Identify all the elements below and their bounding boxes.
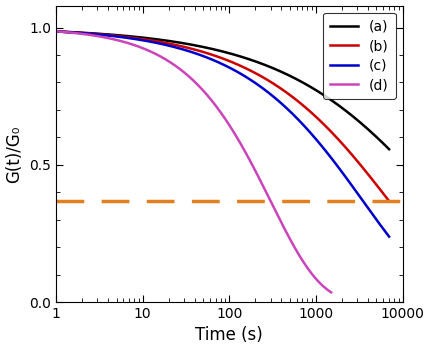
(d) bbox=[53, 29, 58, 33]
Line: (a): (a) bbox=[56, 32, 389, 149]
(c) bbox=[282, 104, 287, 108]
Line: (c): (c) bbox=[56, 32, 389, 237]
(b) bbox=[53, 29, 58, 34]
(b) bbox=[313, 114, 318, 119]
(b) bbox=[200, 50, 205, 54]
(c) bbox=[200, 54, 205, 58]
(d) bbox=[243, 149, 248, 153]
(a) bbox=[53, 29, 58, 34]
(a) bbox=[200, 45, 205, 49]
(b) bbox=[87, 32, 92, 36]
(a) bbox=[282, 71, 287, 76]
(c) bbox=[313, 137, 318, 141]
(d) bbox=[329, 290, 334, 294]
(a) bbox=[313, 88, 318, 92]
Y-axis label: G(t)/G₀: G(t)/G₀ bbox=[6, 125, 24, 183]
Line: (b): (b) bbox=[56, 32, 389, 201]
(b) bbox=[387, 199, 392, 203]
(c) bbox=[319, 144, 324, 148]
(b) bbox=[319, 120, 324, 124]
(b) bbox=[188, 47, 193, 51]
(a) bbox=[387, 147, 392, 151]
(d) bbox=[165, 58, 170, 62]
(a) bbox=[87, 31, 92, 35]
(c) bbox=[188, 50, 193, 54]
(c) bbox=[387, 234, 392, 239]
(d) bbox=[175, 65, 180, 69]
(d) bbox=[273, 209, 278, 213]
(a) bbox=[188, 42, 193, 47]
Legend: (a), (b), (c), (d): (a), (b), (c), (d) bbox=[323, 13, 396, 99]
(d) bbox=[268, 199, 273, 203]
Line: (d): (d) bbox=[56, 31, 331, 292]
(c) bbox=[53, 29, 58, 34]
(c) bbox=[87, 32, 92, 36]
(d) bbox=[82, 32, 87, 36]
X-axis label: Time (s): Time (s) bbox=[195, 327, 263, 344]
(a) bbox=[319, 92, 324, 96]
(b) bbox=[282, 89, 287, 93]
